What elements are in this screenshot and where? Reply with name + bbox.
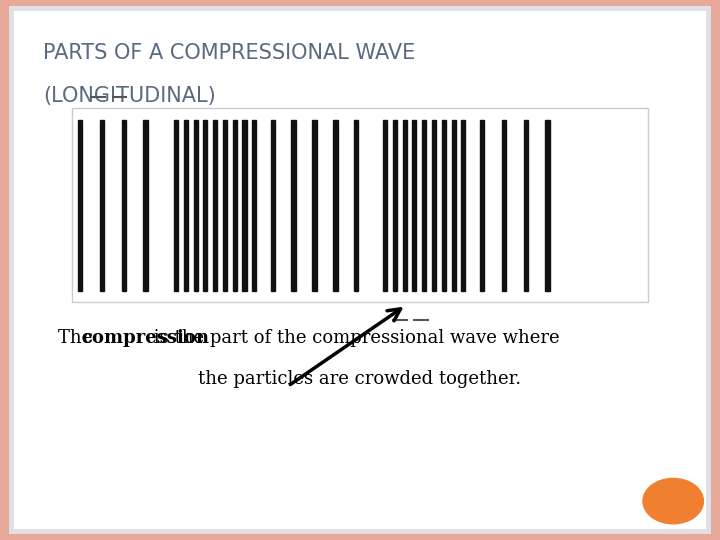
Text: is the part of the compressional wave where: is the part of the compressional wave wh…	[148, 329, 560, 347]
Bar	[422, 120, 426, 291]
Bar	[233, 120, 237, 291]
Bar	[312, 120, 317, 291]
Bar	[252, 120, 256, 291]
Bar	[213, 120, 217, 291]
Text: PARTS OF A COMPRESSIONAL WAVE: PARTS OF A COMPRESSIONAL WAVE	[43, 43, 415, 63]
Bar	[333, 120, 338, 291]
Text: the particles are crowded together.: the particles are crowded together.	[199, 370, 521, 388]
Bar	[413, 120, 416, 291]
Circle shape	[643, 478, 703, 524]
Bar	[194, 120, 197, 291]
Bar	[442, 120, 446, 291]
Bar	[184, 120, 188, 291]
Bar	[292, 120, 296, 291]
Bar	[383, 120, 387, 291]
Bar	[402, 120, 407, 291]
Text: compression: compression	[81, 329, 210, 347]
Bar	[523, 120, 528, 291]
Bar	[393, 120, 397, 291]
Bar	[78, 120, 82, 291]
Bar	[174, 120, 178, 291]
Bar	[451, 120, 456, 291]
Text: The: The	[58, 329, 98, 347]
Bar	[546, 120, 550, 291]
Bar	[480, 120, 485, 291]
Bar	[354, 120, 359, 291]
Bar	[502, 120, 506, 291]
Bar	[99, 120, 104, 291]
Bar	[271, 120, 275, 291]
Text: (LONGITUDINAL): (LONGITUDINAL)	[43, 86, 216, 106]
Bar	[143, 120, 148, 291]
Bar	[122, 120, 126, 291]
Bar	[462, 120, 465, 291]
Bar	[203, 120, 207, 291]
Bar	[243, 120, 246, 291]
Bar	[223, 120, 227, 291]
Bar	[72, 108, 648, 302]
Bar	[432, 120, 436, 291]
